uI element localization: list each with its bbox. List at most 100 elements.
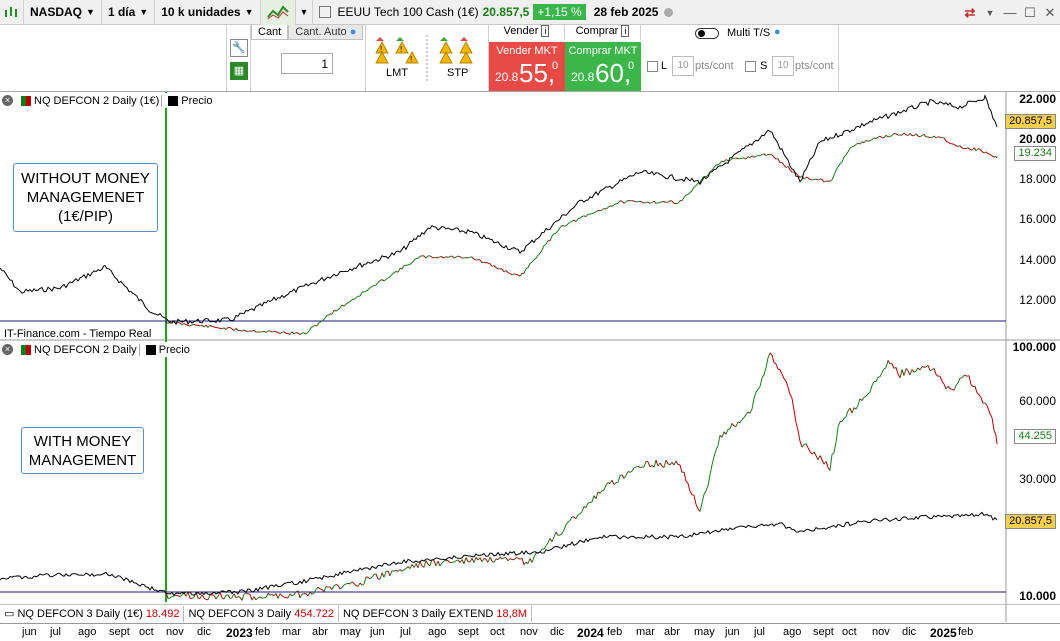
sell-market-button[interactable]: Vender MKT 20.8 55, 0 [489,42,565,91]
series-line [349,299,353,303]
legend-system-name[interactable]: NQ DEFCON 2 Daily [34,343,137,356]
lmt-label[interactable]: LMT [386,67,408,79]
series-line [711,456,715,466]
units-select[interactable]: 10 k unidades ▼ [155,0,261,25]
stop-points-input[interactable]: 10 [772,56,794,76]
info-icon[interactable]: i [541,25,550,37]
series-line [255,597,259,601]
series-line [863,395,867,398]
multi-ts-toggle[interactable] [695,28,719,39]
chart-area[interactable]: × NQ DEFCON 2 Daily (1€) Precio WITHOUT … [0,92,1060,641]
maximize-icon[interactable]: ☐ [1024,4,1036,20]
series-line [324,314,328,319]
series-line [517,557,521,560]
legend-system-name[interactable]: NQ DEFCON 2 Daily (1€) [34,94,160,107]
series-line [309,591,313,595]
timeframe-select[interactable]: 1 día ▼ [102,0,156,25]
series-line [695,182,699,187]
series-line [489,556,493,562]
series-line [287,593,291,599]
series-line [281,595,285,598]
series-line [337,307,341,311]
series-line [328,313,331,316]
legend-price-name[interactable]: Precio [158,343,190,356]
series-line [797,175,801,178]
bottom-seg-2[interactable]: NQ DEFCON 3 Daily 454.722 [184,605,339,622]
series-line [953,143,957,147]
market-select[interactable]: NASDAQ ▼ [24,0,102,25]
info-icon[interactable]: i [621,25,630,37]
limit-checkbox[interactable] [647,61,658,72]
chart-type-icon[interactable] [0,0,24,25]
series-line [986,405,990,412]
series-line [829,454,833,471]
series-line [231,593,235,599]
time-axis-label: nov [520,626,538,638]
close-icon[interactable]: ✕ [1044,4,1056,20]
series-line [625,200,629,203]
series-line [927,136,931,139]
series-line [955,145,959,147]
tab-auto-quantity[interactable]: Cant. Auto ● [288,25,364,40]
wrench-icon[interactable]: 🔧 [230,39,248,57]
series-line [243,592,247,595]
series-line [229,327,233,330]
keyboard-icon[interactable]: ▦ [230,62,248,80]
quantity-input[interactable] [281,53,333,74]
minimize-icon[interactable]: — [1003,5,1017,20]
series-line [307,591,311,597]
series-line [985,151,989,155]
order-panel: 🔧 ▦ Cant Cant. Auto ● ! ! ! [0,25,1060,92]
swap-icon[interactable]: ⇄ [964,4,976,20]
series-line [545,542,549,547]
series-line [689,490,693,495]
series-line [765,357,769,368]
series-line [743,157,747,160]
series-line [171,595,175,598]
series-line [411,259,415,263]
series-line [729,158,733,161]
close-panel-icon[interactable]: × [2,344,13,355]
series-line [883,367,887,370]
chevron-down-icon[interactable]: ▼ [985,7,995,18]
series-line [739,419,743,423]
stop-checkbox[interactable] [745,61,756,72]
limit-points-input[interactable]: 10 [672,56,694,76]
series-line [825,461,829,468]
chevron-down-icon: ▼ [86,7,95,17]
series-line [853,144,857,147]
indicator-button[interactable] [260,0,296,25]
list-icon[interactable] [319,6,332,18]
tab-quantity[interactable]: Cant [251,25,289,40]
buy-market-button[interactable]: Comprar MKT 20.8 60, 0 [565,42,641,91]
sell-header: Vender i [489,25,565,40]
bottom-seg-1[interactable]: ▭ NQ DEFCON 3 Daily (1€) 18.492 [0,605,185,622]
panel1-price-curve [0,94,998,326]
series-line [885,134,889,138]
series-line [907,370,911,376]
series-line [947,141,951,144]
close-panel-icon[interactable]: × [2,95,13,106]
series-line [417,256,421,259]
legend-price-name[interactable]: Precio [181,94,213,107]
series-line [211,325,215,328]
series-line [895,133,899,136]
time-axis-label: oct [842,626,857,638]
stp-label[interactable]: STP [447,67,469,79]
series-line [667,200,671,203]
data-source-label: IT-Finance.com - Tiempo Real [4,328,152,340]
series-line [207,325,211,328]
series-line [193,323,197,326]
series-line [859,141,863,145]
series-line [719,160,723,164]
series-line [345,582,349,585]
series-line [737,421,741,424]
bottom-seg-3[interactable]: NQ DEFCON 3 Daily EXTEND 18,8M [339,605,532,622]
time-axis-label: dic [902,626,917,638]
series-line [293,591,297,596]
series-line [253,329,257,333]
series-line [671,200,675,204]
indicator-dropdown[interactable]: ▼ [296,0,314,25]
series-line [641,201,645,204]
series-line [339,304,343,309]
